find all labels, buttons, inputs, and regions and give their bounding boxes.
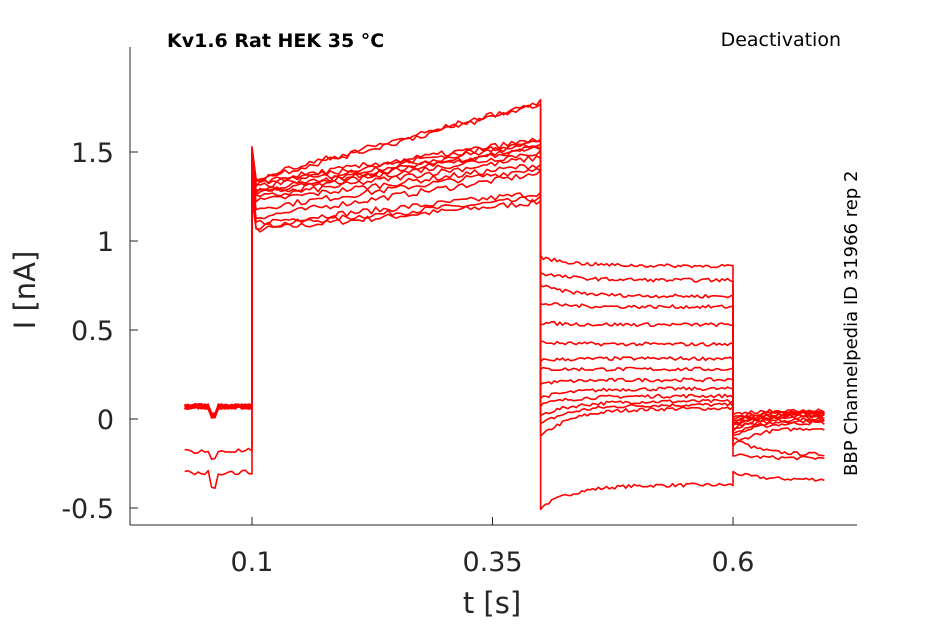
current-trace-3	[184, 190, 825, 461]
y-tick-label: 0.5	[71, 316, 114, 347]
current-trace-7	[184, 155, 825, 433]
y-ticks: -0.5 0 0.5 1 1.5	[61, 138, 138, 525]
current-trace-15	[184, 98, 825, 417]
current-trace-11	[184, 143, 825, 461]
source-id-label: BBP Channelpedia ID 31966 rep 2	[841, 171, 862, 476]
chart-title: Kv1.6 Rat HEK 35 °C	[167, 30, 384, 52]
current-trace-2	[184, 193, 825, 457]
current-trace-5	[184, 167, 825, 437]
current-traces	[184, 98, 825, 511]
current-trace-13	[184, 137, 825, 420]
y-tick-label: -0.5	[61, 494, 114, 525]
current-trace-14	[184, 103, 825, 419]
current-trace-12	[184, 138, 825, 490]
current-trace-4	[184, 169, 825, 447]
y-axis-label: I [nA]	[8, 251, 42, 330]
y-tick-label: 1	[97, 227, 114, 258]
y-tick-label: 0	[97, 405, 114, 436]
x-axis-label: t [s]	[463, 586, 521, 620]
current-trace-6	[184, 163, 825, 435]
axes	[129, 47, 857, 526]
x-tick-label: 0.35	[462, 547, 522, 578]
current-trace-9	[184, 145, 825, 426]
y-tick-label: 1.5	[71, 138, 114, 169]
current-trace-8	[184, 149, 825, 430]
protocol-label: Deactivation	[721, 29, 841, 51]
x-tick-label: 0.1	[231, 547, 274, 578]
current-trace-10	[184, 145, 825, 427]
x-tick-label: 0.6	[712, 547, 755, 578]
current-trace-1	[184, 197, 825, 511]
x-ticks: 0.1 0.35 0.6	[231, 517, 755, 578]
